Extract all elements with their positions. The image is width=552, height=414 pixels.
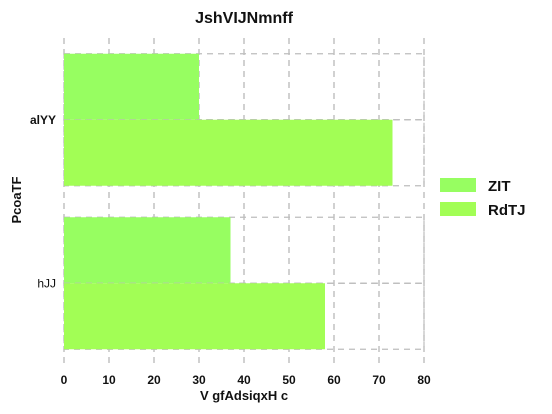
bar-alYY-ZIT bbox=[64, 53, 199, 120]
x-tick-label-2: 20 bbox=[147, 373, 161, 387]
legend-swatch-ZIT bbox=[440, 178, 476, 192]
x-tick-label-3: 30 bbox=[192, 373, 206, 387]
x-tick-label-7: 70 bbox=[372, 373, 386, 387]
legend-swatch-RdTJ bbox=[440, 202, 476, 216]
y-category-labels: alYY hJJ bbox=[30, 113, 56, 291]
legend-label-RdTJ: RdTJ bbox=[488, 202, 526, 219]
y-axis-label: PcoaTF bbox=[9, 176, 24, 223]
x-tick-label-6: 60 bbox=[327, 373, 341, 387]
bars bbox=[63, 53, 425, 350]
y-category-label-0: alYY bbox=[30, 113, 56, 127]
x-tick-label-0: 0 bbox=[61, 373, 68, 387]
x-tick-label-1: 10 bbox=[102, 373, 116, 387]
chart-title: JshVIJNmnff bbox=[195, 10, 293, 27]
legend: ZIT RdTJ bbox=[440, 178, 526, 219]
bar-hJJ-ZIT bbox=[64, 217, 231, 284]
x-tick-label-8: 80 bbox=[417, 373, 431, 387]
bar-hJJ-RdTJ bbox=[64, 283, 325, 350]
x-tick-label-4: 40 bbox=[237, 373, 251, 387]
bar-alYY-RdTJ bbox=[64, 119, 393, 186]
y-category-label-1: hJJ bbox=[37, 276, 56, 290]
x-tick-labels: 0 10 20 30 40 50 60 70 80 bbox=[61, 373, 431, 387]
x-axis-label: V gfAdsiqxH c bbox=[200, 388, 288, 403]
legend-label-ZIT: ZIT bbox=[488, 178, 511, 195]
x-tick-label-5: 50 bbox=[282, 373, 296, 387]
